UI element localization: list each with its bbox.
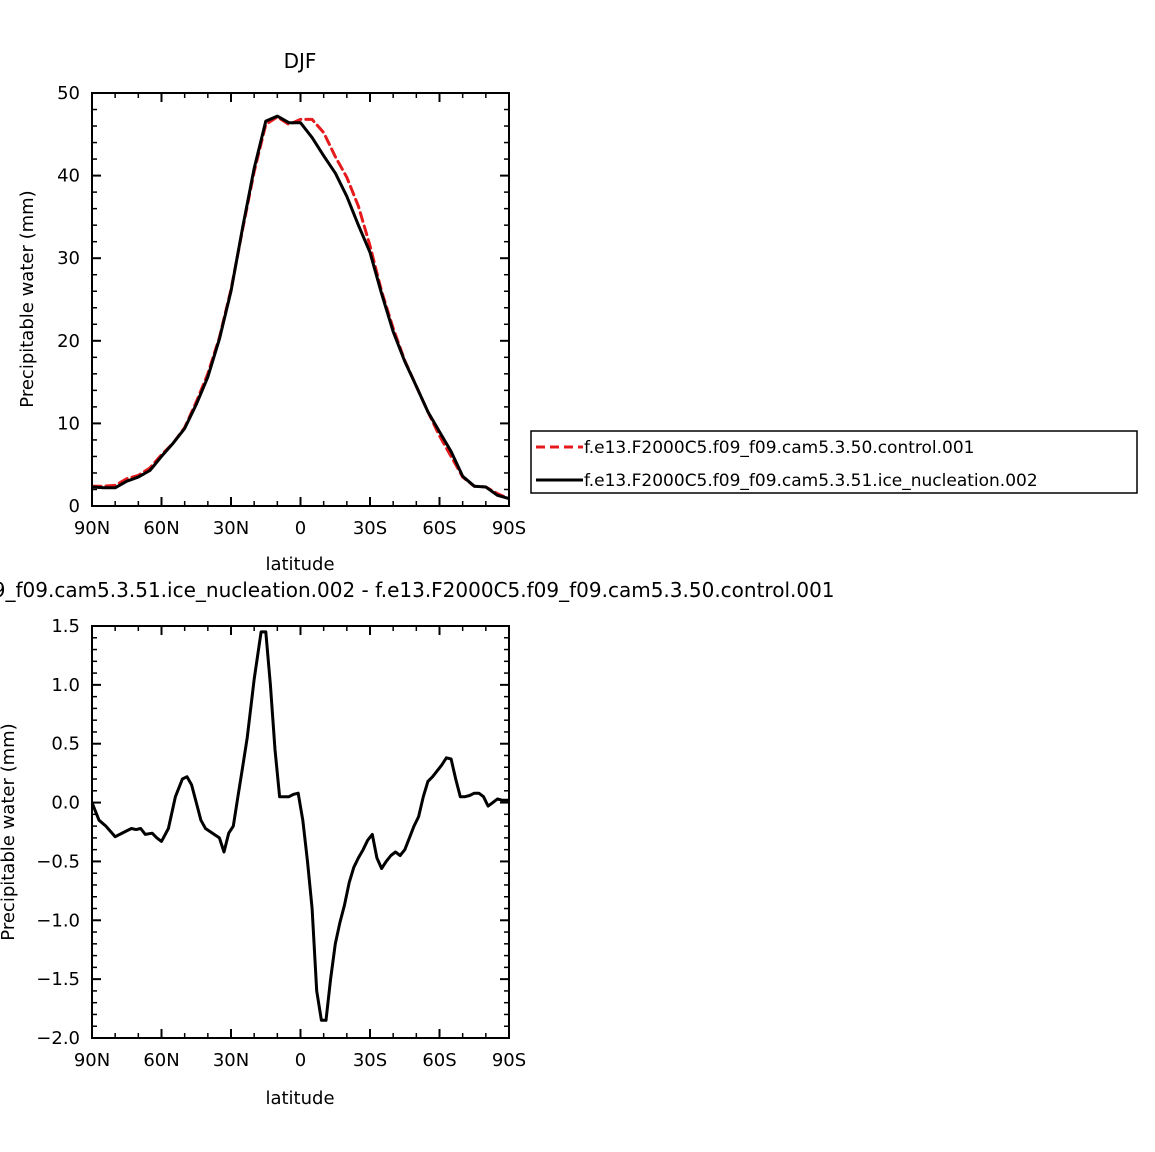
y-tick-label: −0.5 xyxy=(36,851,80,872)
y-tick-label: −1.5 xyxy=(36,969,80,990)
x-tick-label: 30S xyxy=(353,518,387,539)
y-tick-label: 0 xyxy=(69,496,80,517)
x-tick-label: 90N xyxy=(74,1050,110,1071)
y-tick-label: 0.5 xyxy=(51,734,80,755)
series-line-f-e13-f2000c5-f09-f09-cam5-3-51-ice-nucleation-002 xyxy=(92,114,509,501)
legend-box xyxy=(530,430,1138,494)
y-tick-label: 30 xyxy=(57,248,80,269)
y-tick-label: 1.5 xyxy=(51,616,80,637)
x-tick-label: 90S xyxy=(492,1050,526,1071)
difference-plot-title: f.e13.F2000C5.f09_f09.cam5.3.51.ice_nucl… xyxy=(0,578,835,602)
y-tick-label: 40 xyxy=(57,166,80,187)
y-tick-label: −1.0 xyxy=(36,910,80,931)
x-tick-label: 30S xyxy=(353,1050,387,1071)
legend-label-control: f.e13.F2000C5.f09_f09.cam5.3.50.control.… xyxy=(584,438,975,458)
x-tick-label: 0 xyxy=(295,518,306,539)
y-tick-label: 10 xyxy=(57,413,80,434)
series-layer xyxy=(92,630,509,1022)
legend: f.e13.F2000C5.f09_f09.cam5.3.50.control.… xyxy=(530,430,1138,494)
tick-layer: 90N 60N 30N 0 30S 60S 90S 0 10 20 30 40 50 xyxy=(57,83,526,539)
x-tick-label: 60N xyxy=(143,1050,179,1071)
x-tick-label: 30N xyxy=(213,518,249,539)
plot-title: DJF xyxy=(284,49,317,73)
precipitable-water-plot: DJF 90N 60N 30N 0 30S 60S 90S 0 10 20 30 40 50 latit… xyxy=(17,49,526,575)
x-tick-label: 90N xyxy=(74,518,110,539)
x-tick-label: 90S xyxy=(492,518,526,539)
y-tick-label: −2.0 xyxy=(36,1028,80,1049)
x-axis-title: latitude xyxy=(265,1088,334,1109)
y-tick-label: 0.0 xyxy=(51,793,80,814)
x-tick-label: 60N xyxy=(143,518,179,539)
plot-frame xyxy=(91,625,510,1039)
y-axis-title: Precipitable water (mm) xyxy=(17,190,38,407)
x-axis-title: latitude xyxy=(265,554,334,575)
y-tick-label: 20 xyxy=(57,331,80,352)
series-layer xyxy=(92,114,509,501)
x-tick-label: 60S xyxy=(422,1050,456,1071)
x-tick-label: 30N xyxy=(213,1050,249,1071)
x-tick-label: 0 xyxy=(295,1050,306,1071)
y-tick-label: 50 xyxy=(57,83,80,104)
y-axis-title: Precipitable water (mm) xyxy=(0,723,19,940)
difference-plot: f.e13.F2000C5.f09_f09.cam5.3.51.ice_nucl… xyxy=(0,578,835,1109)
x-tick-label: 60S xyxy=(422,518,456,539)
series-line-difference xyxy=(92,630,509,1022)
legend-label-ice-nucleation: f.e13.F2000C5.f09_f09.cam5.3.51.ice_nucl… xyxy=(584,471,1038,491)
tick-layer: 90N 60N 30N 0 30S 60S 90S 1.5 1.0 0.5 0.0 −0.5 −1.0 −… xyxy=(36,616,526,1071)
y-tick-label: 1.0 xyxy=(51,675,80,696)
